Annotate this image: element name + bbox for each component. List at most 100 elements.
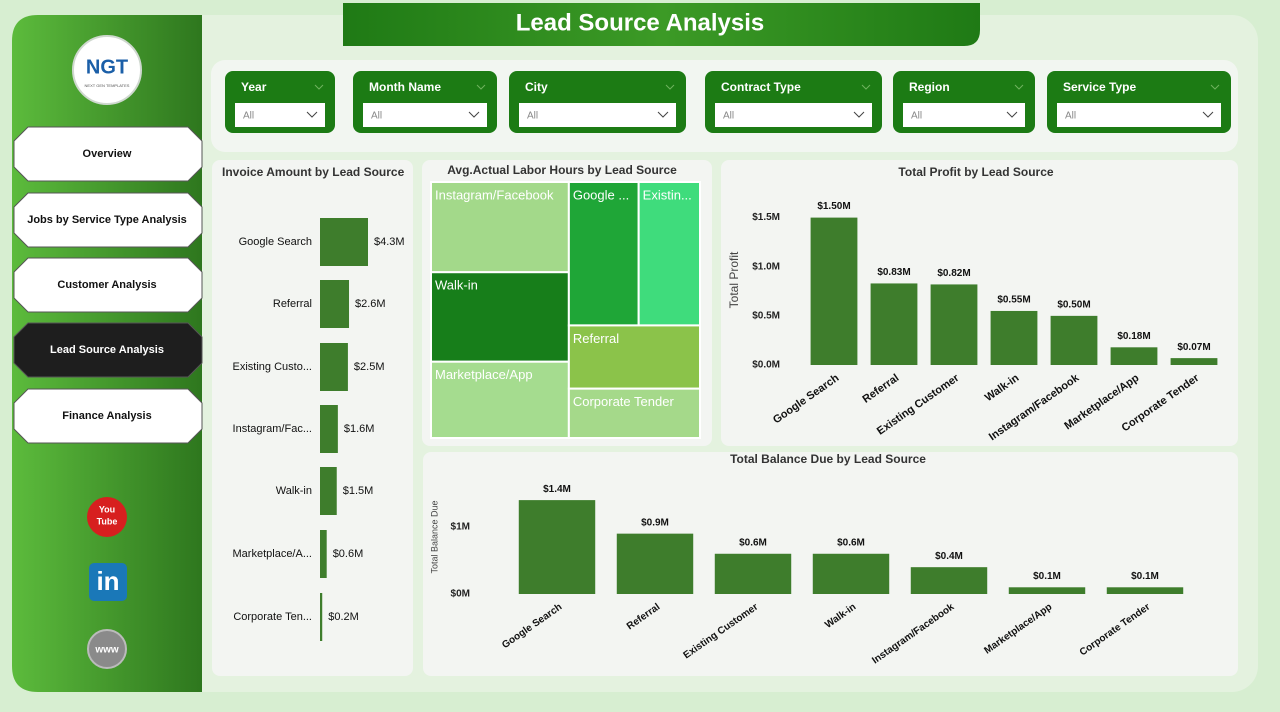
value-label: $0.50M	[1057, 300, 1090, 311]
logo-mark: NGT	[86, 56, 128, 78]
y-tick-label: Walk-in	[276, 485, 312, 497]
youtube-text: You	[99, 504, 115, 514]
filter-chevron	[314, 84, 324, 90]
value-label: $0.1M	[1033, 571, 1061, 582]
y-tick-label: $0M	[451, 589, 470, 600]
nav-button[interactable]	[13, 388, 203, 444]
y-tick-label: $0.0M	[752, 360, 780, 371]
y-axis-label: Total Balance Due	[429, 500, 439, 573]
bar	[1106, 587, 1184, 594]
chart-title: Total Profit by Lead Source	[898, 165, 1053, 179]
bar	[320, 343, 348, 391]
y-axis-label: Total Profit	[727, 251, 741, 308]
dropdown-chevron	[1202, 111, 1214, 118]
filter-value: All	[527, 111, 538, 122]
bar	[870, 283, 918, 365]
nav-button[interactable]	[13, 126, 203, 182]
y-tick-label: $1M	[451, 522, 470, 533]
web-icon[interactable]	[87, 629, 127, 669]
treemap-cell	[567, 181, 640, 327]
y-tick-label: Google Search	[239, 236, 312, 248]
bar	[320, 530, 327, 578]
bar	[1050, 315, 1098, 365]
y-tick-label: Referral	[273, 298, 312, 310]
treemap-cell	[567, 387, 701, 439]
nav-button[interactable]	[13, 322, 203, 378]
filter-dropdown[interactable]	[1057, 103, 1221, 127]
cell-label: Instagram/Facebook	[435, 187, 554, 202]
filter-value: All	[723, 111, 734, 122]
nav-button[interactable]	[13, 192, 203, 248]
nav-label: Overview	[83, 148, 132, 160]
nav-label: Finance Analysis	[62, 410, 151, 422]
page-title: Lead Source Analysis	[516, 9, 765, 36]
filter-dropdown[interactable]	[903, 103, 1025, 127]
value-label: $1.5M	[343, 485, 374, 497]
y-tick-label: $1.0M	[752, 261, 780, 272]
y-tick-label: Corporate Ten...	[233, 611, 312, 623]
treemap-cell	[430, 271, 570, 363]
filter-value: All	[371, 111, 382, 122]
filter-label: Month Name	[369, 80, 441, 94]
bar	[812, 553, 890, 594]
treemap-cell	[430, 181, 570, 274]
value-label: $1.4M	[543, 484, 571, 495]
bar	[1170, 358, 1218, 365]
title-banner	[343, 3, 980, 46]
nav-label: Jobs by Service Type Analysis	[27, 214, 187, 226]
cell-label: Corporate Tender	[573, 394, 675, 409]
value-label: $1.50M	[817, 201, 850, 212]
filter-label: Contract Type	[721, 80, 801, 94]
value-label: $0.6M	[333, 548, 364, 560]
web-text: www	[94, 645, 119, 656]
value-label: $0.82M	[937, 268, 970, 279]
treemap-cell	[637, 181, 701, 327]
value-label: $2.6M	[355, 298, 386, 310]
bar	[1008, 587, 1086, 594]
filter-chevron	[1014, 84, 1024, 90]
chart-title: Invoice Amount by Lead Source	[222, 165, 405, 179]
filter-dropdown[interactable]	[519, 103, 676, 127]
value-label: $0.83M	[877, 267, 910, 278]
filter-chevron	[861, 84, 871, 90]
filter-dropdown[interactable]	[363, 103, 487, 127]
value-label: $2.5M	[354, 361, 385, 373]
filter-dropdown[interactable]	[715, 103, 872, 127]
bar	[616, 533, 694, 594]
value-label: $0.6M	[739, 537, 767, 548]
filter-chevron	[665, 84, 675, 90]
youtube-icon[interactable]	[87, 497, 127, 537]
bar	[714, 553, 792, 594]
value-label: $0.6M	[837, 537, 865, 548]
value-label: $0.18M	[1117, 331, 1150, 342]
bar	[930, 284, 978, 365]
linkedin-icon[interactable]	[89, 563, 127, 601]
chart-title: Total Balance Due by Lead Source	[730, 452, 926, 466]
bar	[518, 500, 596, 594]
filter-chevron	[1210, 84, 1220, 90]
filter-value: All	[1065, 111, 1076, 122]
filter-label: Year	[241, 80, 267, 94]
dropdown-chevron	[657, 111, 669, 118]
chart-title: Avg.Actual Labor Hours by Lead Source	[447, 163, 677, 177]
bar	[320, 467, 337, 515]
dropdown-chevron	[468, 111, 480, 118]
logo	[72, 35, 142, 105]
nav-button[interactable]	[13, 257, 203, 313]
value-label: $0.1M	[1131, 571, 1159, 582]
bar	[320, 405, 338, 453]
value-label: $0.55M	[997, 295, 1030, 306]
bar	[320, 593, 323, 641]
linkedin-text: in	[96, 566, 119, 596]
nav-label: Customer Analysis	[57, 279, 156, 291]
bar	[1110, 347, 1158, 365]
cell-label: Existin...	[643, 187, 692, 202]
youtube-text: Tube	[97, 516, 118, 526]
dropdown-chevron	[306, 111, 318, 118]
dropdown-chevron	[1006, 111, 1018, 118]
value-label: $0.2M	[328, 611, 359, 623]
filter-value: All	[243, 111, 254, 122]
logo-tagline: NEXT GEN TEMPLATES	[85, 83, 130, 88]
